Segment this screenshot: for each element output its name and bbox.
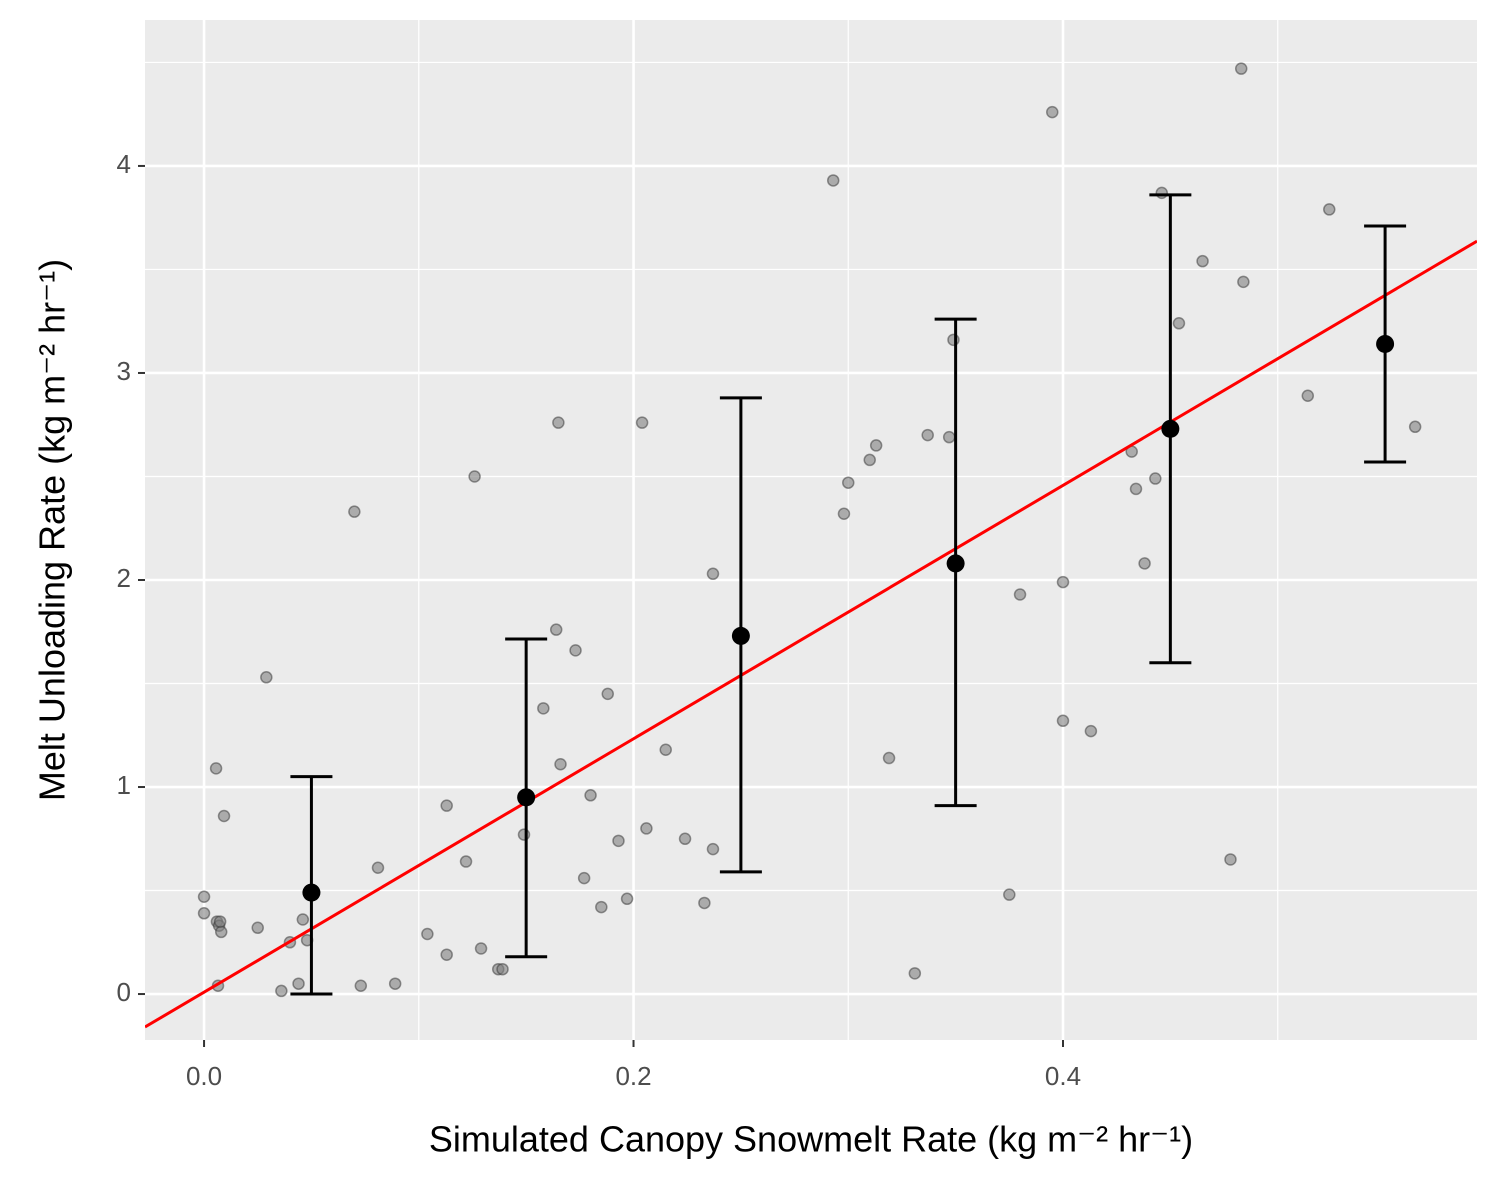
point [388, 977, 402, 990]
point [942, 430, 956, 444]
point [1013, 588, 1027, 601]
point [706, 567, 720, 581]
x-axis-title: Simulated Canopy Snowmelt Rate (kg m⁻² h… [429, 1119, 1193, 1160]
point [371, 861, 385, 875]
point [1056, 714, 1070, 728]
y-axis-title: Melt Unloading Rate (kg m⁻² hr⁻¹) [32, 259, 73, 801]
point [197, 890, 211, 903]
point [640, 822, 653, 835]
point [842, 476, 855, 489]
point [552, 416, 565, 429]
point [837, 507, 851, 520]
point [620, 892, 634, 906]
bin-mean [731, 626, 750, 645]
point [1046, 105, 1059, 119]
point [1323, 203, 1336, 216]
point [698, 896, 711, 910]
point [826, 174, 840, 187]
point [440, 948, 453, 961]
point [678, 832, 692, 846]
point [275, 984, 288, 998]
point [197, 907, 211, 920]
point [209, 762, 223, 775]
point [1155, 186, 1169, 200]
point [601, 687, 615, 701]
fit-line [145, 239, 1477, 1029]
point [1172, 317, 1186, 330]
point [584, 789, 597, 802]
y-tick-label: 4 [117, 149, 131, 179]
point [659, 743, 672, 757]
point [1408, 420, 1422, 434]
point [213, 915, 227, 928]
point [537, 702, 550, 715]
point [921, 428, 934, 442]
point [908, 967, 922, 980]
y-tick-label: 0 [117, 977, 131, 1007]
point [577, 871, 591, 885]
marks [145, 62, 1477, 1029]
x-tick-label: 0.4 [1045, 1061, 1081, 1091]
point [292, 977, 305, 990]
point [549, 623, 563, 636]
grid [145, 20, 1477, 1040]
point [1056, 575, 1070, 589]
point [1084, 724, 1098, 738]
bin-mean [1161, 419, 1180, 438]
point [869, 439, 883, 452]
point [474, 942, 488, 955]
y-tick-label: 2 [117, 563, 131, 593]
point [1234, 62, 1248, 75]
x-tick-label: 0.0 [186, 1061, 222, 1091]
point [612, 834, 625, 848]
point [354, 979, 368, 993]
point [348, 505, 361, 518]
bin-mean [946, 554, 965, 573]
point [517, 828, 531, 841]
y-tick-label: 3 [117, 356, 131, 386]
point [882, 751, 896, 765]
point [1196, 254, 1209, 268]
point [1003, 888, 1016, 901]
point [459, 855, 473, 868]
point [706, 842, 720, 856]
point [1237, 275, 1250, 289]
bin-mean [302, 883, 321, 902]
y-tick-label: 1 [117, 770, 131, 800]
point [1129, 482, 1143, 496]
point [440, 799, 453, 812]
point [1301, 389, 1315, 402]
point [1224, 853, 1237, 866]
x-tick-label: 0.2 [615, 1061, 651, 1091]
point [217, 809, 231, 823]
point [421, 927, 434, 941]
point [496, 962, 509, 976]
point [1149, 472, 1162, 485]
point [260, 671, 273, 684]
point [214, 925, 228, 939]
point [569, 644, 582, 657]
bin-mean [517, 788, 536, 807]
point [947, 333, 960, 347]
point [554, 757, 567, 771]
panel [145, 20, 1477, 1040]
point [296, 913, 310, 926]
point [468, 470, 481, 483]
point [635, 416, 649, 429]
point [863, 453, 876, 467]
point [1138, 557, 1151, 570]
axes: 0.0 0.2 0.4 0 1 2 3 4 [117, 149, 1082, 1091]
point [251, 921, 264, 935]
point [595, 900, 608, 914]
bin-mean [1376, 334, 1395, 353]
